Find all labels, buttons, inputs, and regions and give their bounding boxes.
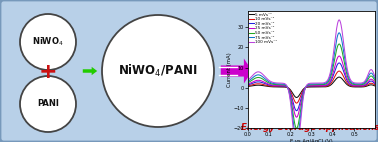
20 mVs⁻¹ [287, 89, 291, 91]
20 mVs⁻¹ [339, 64, 343, 66]
25 mVs⁻¹ [338, 56, 343, 58]
20 mVs⁻¹ [296, 107, 301, 109]
Line: 25 mVs⁻¹: 25 mVs⁻¹ [248, 56, 375, 117]
100 mVs⁻¹ [245, 80, 250, 81]
10 mVs⁻¹ [287, 88, 291, 90]
25 mVs⁻¹ [287, 90, 291, 91]
10 mVs⁻¹ [261, 84, 265, 85]
20 mVs⁻¹ [326, 84, 330, 85]
50 mVs⁻¹ [245, 82, 250, 84]
20 mVs⁻¹ [294, 110, 299, 112]
75 mVs⁻¹ [338, 34, 343, 36]
5 mVs⁻¹ [337, 76, 341, 78]
5 mVs⁻¹ [326, 85, 330, 87]
5 mVs⁻¹ [338, 77, 343, 78]
25 mVs⁻¹ [339, 58, 343, 59]
50 mVs⁻¹ [373, 80, 378, 82]
100 mVs⁻¹ [337, 19, 341, 21]
75 mVs⁻¹ [337, 32, 341, 34]
100 mVs⁻¹ [261, 74, 265, 75]
10 mVs⁻¹ [294, 102, 299, 104]
Line: 75 mVs⁻¹: 75 mVs⁻¹ [248, 33, 375, 139]
25 mVs⁻¹ [326, 83, 330, 84]
Text: NiWO$_4$/PANI: NiWO$_4$/PANI [118, 63, 198, 79]
20 mVs⁻¹ [338, 63, 343, 65]
100 mVs⁻¹ [287, 93, 291, 95]
25 mVs⁻¹ [296, 112, 301, 114]
50 mVs⁻¹ [294, 128, 299, 129]
Y-axis label: Current (mA): Current (mA) [227, 52, 232, 87]
100 mVs⁻¹ [326, 78, 330, 80]
10 mVs⁻¹ [339, 72, 343, 73]
10 mVs⁻¹ [373, 84, 378, 86]
75 mVs⁻¹ [287, 92, 291, 94]
Text: Energy Storage Applications: Energy Storage Applications [241, 123, 378, 132]
20 mVs⁻¹ [245, 84, 250, 86]
75 mVs⁻¹ [326, 80, 330, 81]
Legend: 5 mVs⁻¹, 10 mVs⁻¹, 20 mVs⁻¹, 25 mVs⁻¹, 50 mVs⁻¹, 75 mVs⁻¹, 100 mVs⁻¹: 5 mVs⁻¹, 10 mVs⁻¹, 20 mVs⁻¹, 25 mVs⁻¹, 5… [248, 12, 277, 45]
25 mVs⁻¹ [261, 81, 265, 82]
50 mVs⁻¹ [287, 91, 291, 93]
Line: 5 mVs⁻¹: 5 mVs⁻¹ [248, 77, 375, 98]
75 mVs⁻¹ [261, 76, 265, 78]
Circle shape [20, 14, 76, 70]
Line: 100 mVs⁻¹: 100 mVs⁻¹ [248, 20, 375, 142]
75 mVs⁻¹ [296, 131, 301, 133]
20 mVs⁻¹ [373, 83, 378, 85]
20 mVs⁻¹ [261, 82, 265, 84]
Line: 50 mVs⁻¹: 50 mVs⁻¹ [248, 44, 375, 128]
100 mVs⁻¹ [339, 24, 343, 26]
50 mVs⁻¹ [261, 78, 265, 80]
5 mVs⁻¹ [245, 86, 250, 87]
20 mVs⁻¹ [337, 62, 341, 64]
75 mVs⁻¹ [373, 79, 378, 80]
Circle shape [102, 15, 214, 127]
Text: PANI: PANI [37, 100, 59, 108]
5 mVs⁻¹ [373, 85, 378, 87]
10 mVs⁻¹ [296, 100, 301, 102]
10 mVs⁻¹ [245, 85, 250, 87]
100 mVs⁻¹ [338, 21, 343, 23]
Line: 20 mVs⁻¹: 20 mVs⁻¹ [248, 63, 375, 111]
50 mVs⁻¹ [337, 43, 341, 45]
50 mVs⁻¹ [326, 81, 330, 83]
Circle shape [20, 76, 76, 132]
5 mVs⁻¹ [287, 88, 291, 89]
75 mVs⁻¹ [294, 138, 299, 140]
100 mVs⁻¹ [373, 77, 378, 78]
25 mVs⁻¹ [294, 116, 299, 118]
75 mVs⁻¹ [339, 36, 343, 38]
Text: NiWO$_4$: NiWO$_4$ [32, 36, 64, 48]
10 mVs⁻¹ [338, 71, 343, 73]
Text: +: + [39, 62, 57, 82]
Line: 10 mVs⁻¹: 10 mVs⁻¹ [248, 71, 375, 103]
X-axis label: E vs Ag/AgCl (V): E vs Ag/AgCl (V) [290, 139, 333, 142]
75 mVs⁻¹ [245, 81, 250, 83]
25 mVs⁻¹ [373, 82, 378, 84]
5 mVs⁻¹ [339, 77, 343, 79]
10 mVs⁻¹ [326, 85, 330, 86]
50 mVs⁻¹ [338, 45, 343, 46]
50 mVs⁻¹ [296, 122, 301, 124]
5 mVs⁻¹ [294, 97, 299, 98]
5 mVs⁻¹ [261, 85, 265, 86]
50 mVs⁻¹ [339, 46, 343, 48]
25 mVs⁻¹ [337, 55, 341, 57]
10 mVs⁻¹ [337, 70, 341, 72]
5 mVs⁻¹ [296, 95, 301, 97]
25 mVs⁻¹ [245, 83, 250, 85]
